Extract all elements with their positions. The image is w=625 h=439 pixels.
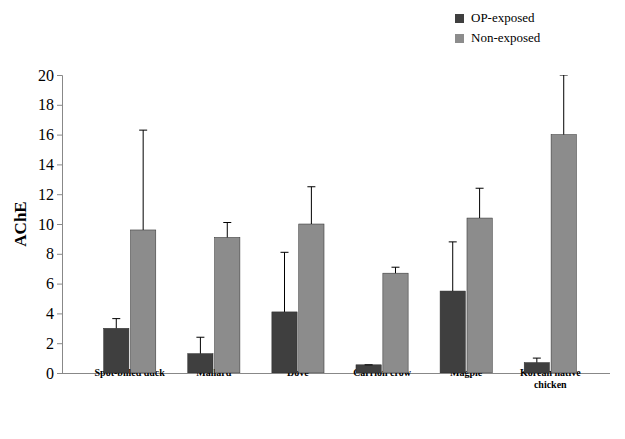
y-tick-label: 10 xyxy=(38,216,54,233)
plot-area xyxy=(104,75,577,373)
y-tick-label: 0 xyxy=(46,365,54,382)
y-tick: 18 xyxy=(38,96,62,113)
y-axis: 0 2 4 6 8 10 12 14 16 18 20 xyxy=(38,67,63,382)
error-bar xyxy=(533,358,541,362)
y-tick-mark xyxy=(57,224,62,225)
y-tick: 12 xyxy=(38,186,62,203)
error-bar xyxy=(139,130,147,230)
y-tick-mark xyxy=(57,373,62,374)
bar xyxy=(440,291,465,373)
legend-swatch xyxy=(455,34,464,43)
error-bar xyxy=(281,252,289,312)
y-tick-label: 2 xyxy=(46,335,54,352)
y-tick-label: 14 xyxy=(38,156,54,173)
error-bar xyxy=(449,242,457,291)
y-tick: 0 xyxy=(46,365,62,382)
error-bar xyxy=(196,337,204,353)
bar xyxy=(131,230,156,373)
y-tick-mark xyxy=(57,194,62,195)
y-tick-mark xyxy=(57,75,62,76)
error-bar xyxy=(560,75,568,135)
error-bar xyxy=(391,267,399,273)
error-bar xyxy=(307,187,315,224)
bar xyxy=(188,354,213,373)
bar xyxy=(104,328,129,373)
legend-item: OP-exposed xyxy=(455,10,535,25)
y-axis-line xyxy=(57,76,63,374)
y-tick-mark xyxy=(57,105,62,106)
legend-swatch xyxy=(455,14,464,23)
y-tick-mark xyxy=(57,164,62,165)
y-tick: 10 xyxy=(38,216,62,233)
y-tick: 6 xyxy=(46,275,62,292)
bar xyxy=(272,312,297,373)
y-tick-label: 12 xyxy=(38,186,54,203)
bar xyxy=(215,237,240,373)
y-tick: 2 xyxy=(46,335,62,352)
chart: 02468101214161820Spot-billed duckMallard… xyxy=(0,0,625,439)
y-tick: 16 xyxy=(38,126,62,143)
y-tick-label: 18 xyxy=(38,96,54,113)
y-tick-label: 16 xyxy=(38,126,54,143)
bar xyxy=(383,273,408,373)
legend-label: Non-exposed xyxy=(471,30,541,45)
error-bar xyxy=(112,319,120,329)
y-tick-label: 20 xyxy=(38,67,54,84)
y-tick-mark xyxy=(57,135,62,136)
error-bar xyxy=(476,188,484,218)
error-bar xyxy=(223,223,231,238)
legend-label: OP-exposed xyxy=(471,10,535,25)
bar xyxy=(356,365,381,373)
series xyxy=(131,75,577,373)
y-tick-mark xyxy=(57,313,62,314)
y-axis-title: AChE xyxy=(11,201,30,246)
y-tick: 14 xyxy=(38,156,62,173)
error-bar xyxy=(365,364,373,365)
y-tick-mark xyxy=(57,343,62,344)
y-tick-mark xyxy=(57,254,62,255)
y-tick-mark xyxy=(57,284,62,285)
y-tick-label: 6 xyxy=(46,275,54,292)
bar xyxy=(524,363,549,373)
y-tick: 8 xyxy=(46,245,62,262)
legend-item: Non-exposed xyxy=(455,30,541,45)
y-tick-label: 8 xyxy=(46,245,54,262)
bar xyxy=(299,224,324,373)
legend: OP-exposed Non-exposed xyxy=(455,10,541,45)
x-tick-label-line: chicken xyxy=(534,379,567,390)
y-tick: 4 xyxy=(46,305,62,322)
bar xyxy=(467,218,492,373)
bar xyxy=(551,135,576,373)
y-tick-label: 4 xyxy=(46,305,54,322)
y-tick: 20 xyxy=(38,67,62,84)
